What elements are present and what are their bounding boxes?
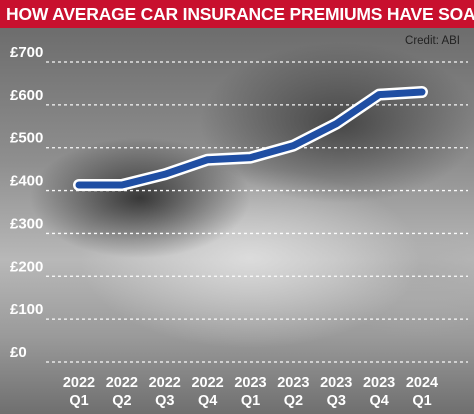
x-tick-label-year: 2023 [320, 375, 352, 391]
y-tick-label: £100 [10, 301, 43, 318]
x-tick-label-quarter: Q2 [284, 393, 303, 409]
y-tick-label: £300 [10, 215, 43, 232]
x-tick-label-quarter: Q4 [369, 393, 388, 409]
y-tick-label: £200 [10, 258, 43, 275]
x-tick-label-quarter: Q1 [69, 393, 88, 409]
x-tick-label-year: 2023 [234, 375, 266, 391]
x-tick-label-year: 2024 [406, 375, 438, 391]
x-tick-label-quarter: Q2 [112, 393, 131, 409]
x-tick-label-year: 2022 [149, 375, 181, 391]
x-tick-label-quarter: Q3 [327, 393, 346, 409]
x-tick-label-quarter: Q1 [412, 393, 431, 409]
series-line-outline [73, 86, 428, 191]
y-tick-label: £700 [10, 44, 43, 61]
y-tick-label: £600 [10, 87, 43, 104]
y-tick-label: £0 [10, 344, 27, 361]
x-tick-label-quarter: Q3 [155, 393, 174, 409]
x-tick-label-year: 2022 [63, 375, 95, 391]
credit-label: Credit: ABI [405, 35, 460, 47]
y-tick-label: £400 [10, 173, 43, 190]
x-tick-label-year: 2023 [363, 375, 395, 391]
chart-title: HOW AVERAGE CAR INSURANCE PREMIUMS HAVE … [0, 0, 474, 28]
x-tick-label-quarter: Q4 [198, 393, 217, 409]
x-tick-label-quarter: Q1 [241, 393, 260, 409]
y-tick-label: £500 [10, 130, 43, 147]
x-tick-label-year: 2022 [191, 375, 223, 391]
x-tick-label-year: 2022 [106, 375, 138, 391]
x-tick-label-year: 2023 [277, 375, 309, 391]
